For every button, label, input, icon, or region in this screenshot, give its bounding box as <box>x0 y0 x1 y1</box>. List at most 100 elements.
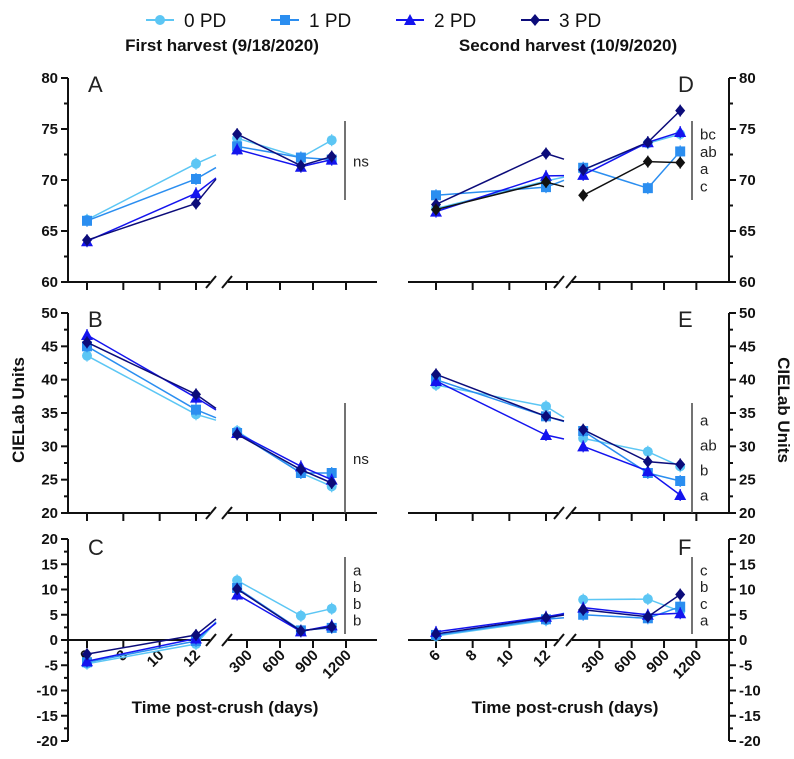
significance-letter: ab <box>700 144 717 161</box>
data-point <box>82 350 92 361</box>
y-tick-label: 50 <box>41 305 58 322</box>
series-3-pd <box>82 336 337 489</box>
significance-letter: a <box>700 613 709 630</box>
series-line <box>86 334 197 399</box>
legend-label: 3 PD <box>559 11 601 32</box>
legend-item: 2 PD <box>396 11 476 32</box>
y-tick-label: 20 <box>739 505 756 522</box>
legend-label: 2 PD <box>434 11 476 32</box>
y-axis-label-right: CIELab Units <box>774 357 793 463</box>
axis-break-mark <box>221 506 233 520</box>
y-tick-label: 65 <box>739 223 756 240</box>
y-tick-label: 10 <box>41 582 58 599</box>
significance-letter: bc <box>700 127 716 144</box>
x-tick-label: 1200 <box>319 647 355 683</box>
data-point <box>191 628 201 641</box>
y-tick-label: 5 <box>739 607 747 624</box>
x-axis-label-right: Time post-crush (days) <box>472 698 659 717</box>
panel-letter: C <box>88 535 104 560</box>
series-1-pd <box>82 340 337 479</box>
data-point <box>191 173 201 184</box>
series-line <box>86 178 197 222</box>
axis-break-mark <box>565 275 577 289</box>
legend-marker <box>155 15 165 25</box>
y-tick-label: 75 <box>41 121 58 138</box>
y-tick-label: -15 <box>36 708 58 725</box>
data-point <box>295 159 306 172</box>
y-tick-label: -10 <box>739 683 761 700</box>
series-line <box>86 637 197 662</box>
significance-letter: ab <box>700 438 717 455</box>
x-tick-label: 900 <box>292 647 322 677</box>
significance-letter: b <box>353 579 361 596</box>
x-tick-label: 900 <box>643 647 673 677</box>
data-point <box>326 150 337 163</box>
series-line <box>435 617 547 635</box>
data-point <box>674 126 687 138</box>
series-line <box>582 133 681 171</box>
data-point <box>326 477 337 489</box>
axis-break-mark <box>205 633 217 647</box>
data-point <box>541 410 551 423</box>
panel-A: A 60 65 70 75 80 ns <box>41 70 377 291</box>
legend-item: 0 PD <box>146 11 226 32</box>
data-point <box>675 156 686 169</box>
series-line <box>582 110 681 171</box>
data-point <box>191 158 201 169</box>
panel-letter: B <box>88 307 103 332</box>
data-point <box>578 423 589 436</box>
y-tick-label: 20 <box>41 531 58 548</box>
data-point <box>295 624 306 637</box>
series-line <box>236 433 332 484</box>
y-tick-label: -20 <box>36 733 58 750</box>
series-line <box>236 432 332 474</box>
data-point <box>642 594 653 605</box>
series-3-pd <box>82 128 337 247</box>
data-point <box>232 428 243 441</box>
series-0-pd <box>82 132 337 226</box>
data-point <box>674 489 687 500</box>
series-line-to-break <box>195 178 217 204</box>
data-point <box>326 603 337 614</box>
series-line <box>86 355 197 415</box>
y-tick-label: 70 <box>739 172 756 189</box>
data-point <box>295 152 306 163</box>
y-tick-label: 65 <box>41 223 58 240</box>
data-point <box>431 368 441 381</box>
y-tick-label: -10 <box>36 683 58 700</box>
significance-letter: a <box>353 562 362 579</box>
data-point <box>295 463 306 476</box>
data-point <box>82 215 92 226</box>
axis-break-mark <box>221 633 233 647</box>
data-point <box>675 476 686 486</box>
series-line <box>435 616 547 633</box>
data-point <box>642 455 653 468</box>
data-point <box>541 147 551 160</box>
axis-break-mark <box>205 506 217 520</box>
y-tick-label: -20 <box>739 733 761 750</box>
y-tick-label: 35 <box>41 405 58 422</box>
legend-item: 3 PD <box>521 11 601 32</box>
y-tick-label: -5 <box>739 657 752 674</box>
series-line <box>435 380 547 436</box>
data-point <box>540 429 552 440</box>
significance-letter: ns <box>353 154 369 171</box>
x-tick-label: 6 <box>426 647 444 665</box>
x-tick-label: 12 <box>530 647 554 671</box>
data-point <box>431 190 441 201</box>
y-tick-label: 60 <box>41 274 58 291</box>
data-point <box>674 607 687 619</box>
x-tick-label: 300 <box>578 647 608 677</box>
series-line <box>86 341 197 396</box>
y-tick-label: 40 <box>739 372 756 389</box>
panel-C: C-20-15-10-5051015206810123006009001200a… <box>36 531 377 750</box>
data-point <box>191 404 201 415</box>
axis-break-mark <box>553 506 565 520</box>
data-point <box>191 197 201 210</box>
series-unlabeled <box>431 155 686 216</box>
series-line <box>86 643 197 665</box>
legend-label: 1 PD <box>309 11 351 32</box>
axis-break-mark <box>565 633 577 647</box>
significance-letter: b <box>700 579 708 596</box>
series-line <box>86 345 197 411</box>
